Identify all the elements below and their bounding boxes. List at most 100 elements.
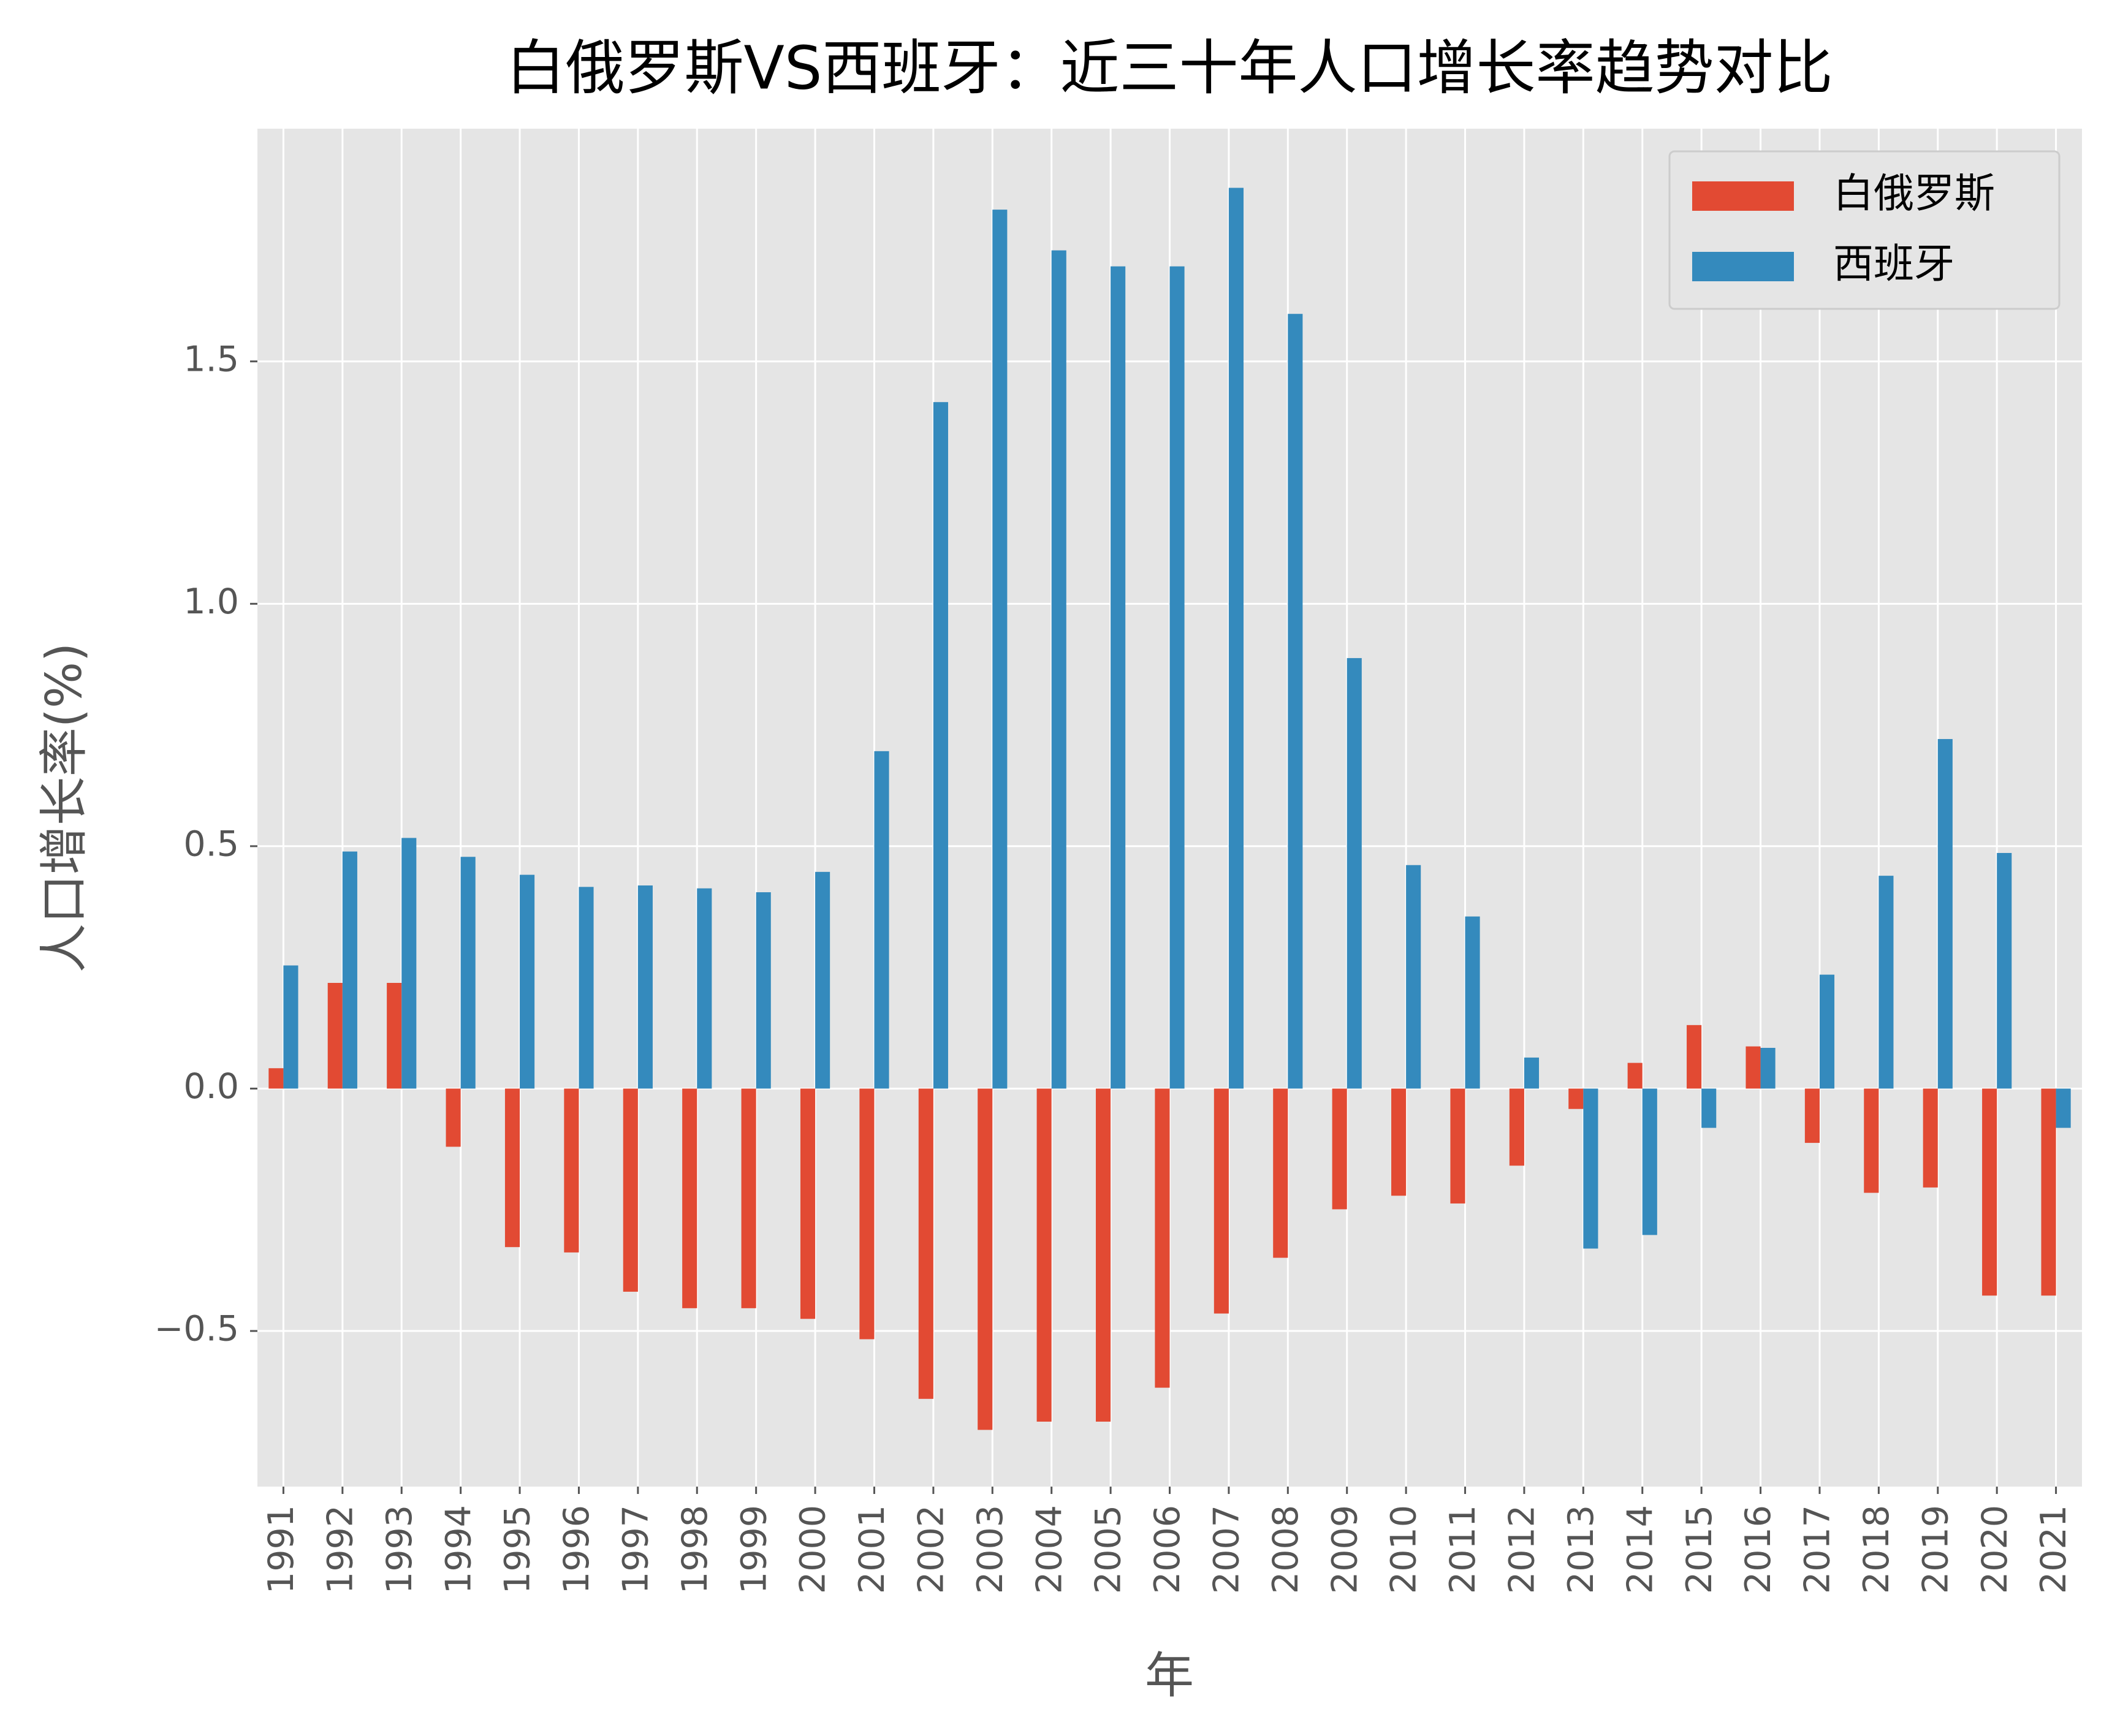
bar bbox=[623, 1088, 638, 1292]
bar bbox=[283, 965, 298, 1089]
bar bbox=[1760, 1048, 1776, 1089]
y-tick-label: −0.5 bbox=[154, 1309, 239, 1349]
bar bbox=[1524, 1057, 1540, 1089]
bar bbox=[460, 857, 476, 1089]
bar bbox=[756, 892, 771, 1089]
bar bbox=[978, 1088, 993, 1430]
bar bbox=[815, 871, 830, 1089]
bar bbox=[1642, 1088, 1657, 1235]
x-tick-label: 1994 bbox=[438, 1505, 479, 1594]
bar bbox=[1391, 1088, 1407, 1196]
x-tick-label: 2006 bbox=[1147, 1505, 1188, 1594]
y-tick-label: 0.5 bbox=[183, 824, 239, 865]
legend-swatch bbox=[1692, 252, 1794, 281]
bar bbox=[1169, 266, 1185, 1089]
x-tick-label: 1997 bbox=[615, 1505, 656, 1594]
bar bbox=[1273, 1088, 1288, 1258]
bar bbox=[1583, 1088, 1598, 1249]
y-tick-label: 0.0 bbox=[183, 1066, 239, 1107]
bar bbox=[1923, 1088, 1938, 1188]
bar bbox=[387, 982, 402, 1089]
bar bbox=[1347, 658, 1362, 1089]
x-tick-label: 1992 bbox=[320, 1505, 360, 1594]
bar bbox=[1051, 250, 1066, 1089]
legend-swatch bbox=[1692, 181, 1794, 211]
bar bbox=[579, 887, 594, 1089]
bar bbox=[268, 1068, 284, 1089]
x-tick-label: 2005 bbox=[1088, 1505, 1129, 1594]
chart-title: 白俄罗斯VS西班牙：近三十年人口增长率趋势对比 bbox=[506, 33, 1833, 102]
bar bbox=[1937, 739, 1953, 1089]
legend-label: 白俄罗斯 bbox=[1833, 170, 1995, 217]
bar bbox=[1036, 1088, 1052, 1422]
bar bbox=[1111, 266, 1126, 1089]
bar bbox=[1450, 1088, 1465, 1203]
x-tick-label: 2007 bbox=[1207, 1505, 1247, 1594]
bar bbox=[1878, 876, 1894, 1089]
bar bbox=[327, 982, 343, 1089]
bar bbox=[401, 838, 417, 1089]
bar bbox=[1701, 1088, 1717, 1128]
bar bbox=[1155, 1088, 1170, 1388]
x-tick-label: 2003 bbox=[970, 1505, 1011, 1594]
bar bbox=[859, 1088, 875, 1340]
x-tick-label: 1999 bbox=[734, 1505, 774, 1594]
bar bbox=[1997, 852, 2012, 1089]
x-tick-label: 2018 bbox=[1856, 1505, 1897, 1594]
x-tick-label: 2019 bbox=[1915, 1505, 1956, 1594]
x-tick-label: 2004 bbox=[1029, 1505, 1069, 1594]
bar bbox=[697, 888, 712, 1089]
x-tick-label: 2010 bbox=[1384, 1505, 1424, 1594]
bar bbox=[1864, 1088, 1879, 1193]
x-tick-label: 1991 bbox=[261, 1505, 302, 1594]
x-tick-label: 2021 bbox=[2034, 1505, 2074, 1594]
bar bbox=[800, 1088, 816, 1319]
x-tick-label: 2015 bbox=[1679, 1505, 1720, 1594]
bars bbox=[268, 188, 2071, 1430]
bar bbox=[504, 1088, 520, 1248]
bar bbox=[1745, 1046, 1761, 1089]
bar bbox=[1568, 1088, 1584, 1109]
x-tick-label: 2017 bbox=[1798, 1505, 1838, 1594]
bar bbox=[1228, 188, 1244, 1089]
y-axis-label: 人口增长率(%) bbox=[36, 643, 93, 972]
x-tick-label: 2001 bbox=[852, 1505, 892, 1594]
bar bbox=[1819, 974, 1835, 1089]
x-tick-label: 2014 bbox=[1620, 1505, 1660, 1594]
x-tick-label: 2002 bbox=[911, 1505, 952, 1594]
bar bbox=[2041, 1088, 2056, 1296]
x-tick-label: 2008 bbox=[1266, 1505, 1306, 1594]
bar bbox=[564, 1088, 579, 1253]
bar bbox=[1627, 1063, 1643, 1089]
x-tick-label: 1996 bbox=[556, 1505, 597, 1594]
bar bbox=[2056, 1088, 2071, 1128]
bar bbox=[342, 851, 357, 1089]
x-tick-label: 2020 bbox=[1975, 1505, 2015, 1594]
x-tick-label: 2016 bbox=[1738, 1505, 1779, 1594]
x-tick-label: 2000 bbox=[793, 1505, 834, 1594]
bar bbox=[446, 1088, 461, 1147]
bar bbox=[1214, 1088, 1229, 1314]
legend-label: 西班牙 bbox=[1833, 240, 1954, 287]
bar bbox=[1509, 1088, 1524, 1166]
bar bbox=[933, 402, 948, 1089]
y-tick-label: 1.5 bbox=[183, 339, 239, 379]
bar bbox=[1465, 916, 1480, 1089]
x-tick-label: 1998 bbox=[675, 1505, 715, 1594]
x-tick-label: 2011 bbox=[1443, 1505, 1483, 1594]
bar bbox=[520, 874, 535, 1089]
bar bbox=[1288, 314, 1303, 1089]
x-tick-label: 2013 bbox=[1561, 1505, 1601, 1594]
x-axis-label: 年 bbox=[1145, 1647, 1194, 1704]
x-tick-label: 1995 bbox=[498, 1505, 538, 1594]
bar bbox=[1687, 1025, 1702, 1089]
bar bbox=[741, 1088, 756, 1308]
bar bbox=[1332, 1088, 1347, 1210]
bar bbox=[992, 210, 1008, 1089]
x-tick-label: 2012 bbox=[1502, 1505, 1543, 1594]
x-tick-label: 2009 bbox=[1324, 1505, 1365, 1594]
bar bbox=[637, 885, 653, 1089]
x-tick-label: 1993 bbox=[379, 1505, 420, 1594]
bar bbox=[1095, 1088, 1111, 1422]
